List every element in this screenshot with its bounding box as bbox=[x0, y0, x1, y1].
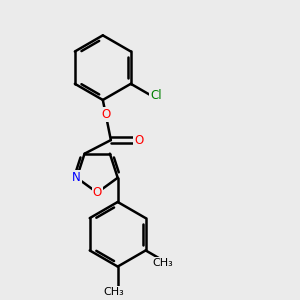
Text: CH₃: CH₃ bbox=[152, 257, 173, 268]
Text: O: O bbox=[134, 134, 143, 147]
Text: CH₃: CH₃ bbox=[103, 287, 124, 297]
Text: O: O bbox=[101, 108, 110, 121]
Text: Cl: Cl bbox=[150, 88, 162, 102]
Text: N: N bbox=[72, 171, 81, 184]
Text: O: O bbox=[93, 186, 102, 199]
